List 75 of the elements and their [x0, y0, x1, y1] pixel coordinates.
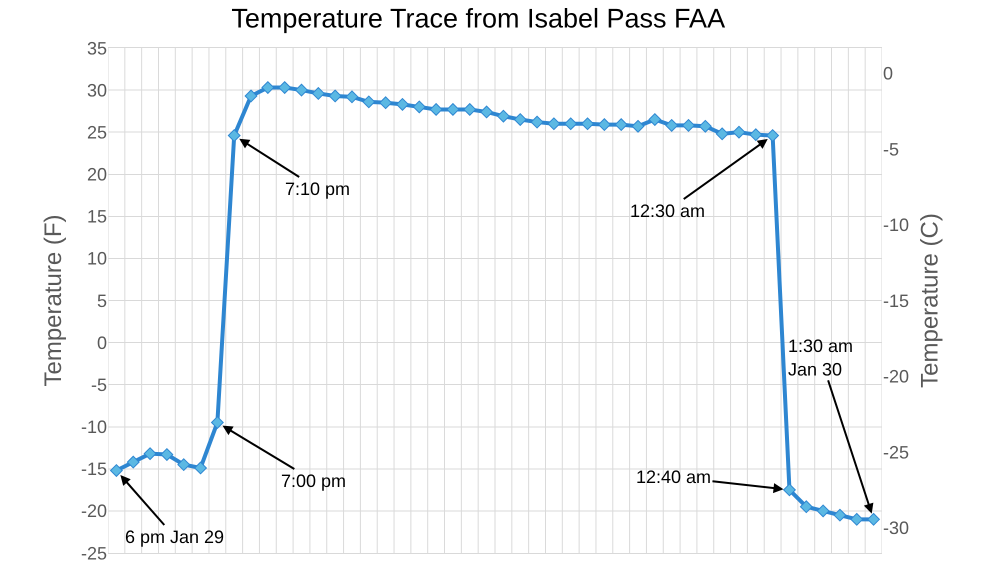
y-tick-label: -5 [90, 374, 107, 395]
annotation: 12:40 am [636, 467, 712, 487]
annotation: 7:10 pm [285, 179, 350, 199]
point [867, 512, 880, 526]
point [430, 103, 442, 116]
point [463, 103, 476, 116]
point [497, 110, 510, 123]
y-tick-label: -15 [80, 459, 107, 480]
y-tick-label: -10 [80, 417, 107, 438]
point [312, 87, 325, 100]
point [732, 126, 746, 139]
point [379, 96, 392, 110]
point [564, 117, 578, 130]
point [816, 504, 830, 518]
point [800, 500, 813, 514]
point [295, 84, 308, 96]
point [581, 117, 594, 130]
annotation: 7:00 pm [281, 471, 346, 491]
point [346, 90, 358, 104]
point [698, 120, 712, 133]
y-tick-label: 0 [96, 332, 107, 353]
y-tick-label: 10 [86, 248, 107, 269]
point [194, 462, 207, 474]
y2-tick-label: -20 [883, 366, 910, 387]
y2-tick-label: -30 [883, 518, 910, 538]
y-axis-title: Temperature (F) [40, 214, 68, 387]
y2-tick-label: -10 [883, 215, 910, 236]
point [446, 103, 460, 116]
y2-tick-label: -15 [883, 290, 910, 311]
point [648, 113, 662, 126]
point [682, 119, 695, 132]
point [244, 90, 258, 102]
annotation: 6 pm Jan 29 [125, 527, 224, 547]
point [766, 129, 779, 142]
chart-title: Temperature Trace from Isabel Pass FAA [231, 4, 726, 34]
y2-tick-label: -25 [883, 442, 910, 462]
y2-tick-label: -5 [883, 139, 900, 160]
point [177, 458, 190, 471]
point [834, 508, 846, 522]
point [716, 128, 728, 140]
point [530, 116, 544, 128]
point [783, 484, 796, 496]
y-tick-label: 20 [86, 164, 107, 185]
point [598, 118, 611, 131]
y-tick-label: 35 [86, 38, 107, 58]
point [396, 98, 409, 111]
annotation: 1:30 am Jan 30 [788, 336, 854, 380]
point [514, 113, 527, 126]
point [412, 100, 426, 114]
point [614, 118, 628, 131]
point [144, 447, 156, 460]
point [211, 416, 224, 429]
point [278, 81, 292, 94]
y-tick-label: -25 [80, 543, 107, 564]
point [480, 106, 493, 118]
y-tick-label: 25 [86, 122, 107, 142]
annotation: 12:30 am [630, 201, 706, 221]
point [632, 120, 644, 133]
point [328, 90, 342, 102]
point [665, 119, 678, 132]
y-tick-label: 5 [96, 290, 107, 311]
point [160, 448, 174, 461]
point [228, 129, 241, 142]
y-tick-label: 30 [86, 80, 107, 100]
point [110, 464, 123, 477]
y2-tick-label: 0 [883, 64, 894, 84]
point [262, 81, 274, 94]
point [850, 512, 864, 526]
point [362, 96, 376, 108]
point [548, 117, 560, 130]
y-tick-label: -20 [80, 501, 107, 522]
point [126, 456, 140, 468]
point [749, 128, 762, 142]
y2-axis-title: Temperature (C) [916, 213, 944, 388]
y-tick-label: 15 [86, 206, 107, 227]
